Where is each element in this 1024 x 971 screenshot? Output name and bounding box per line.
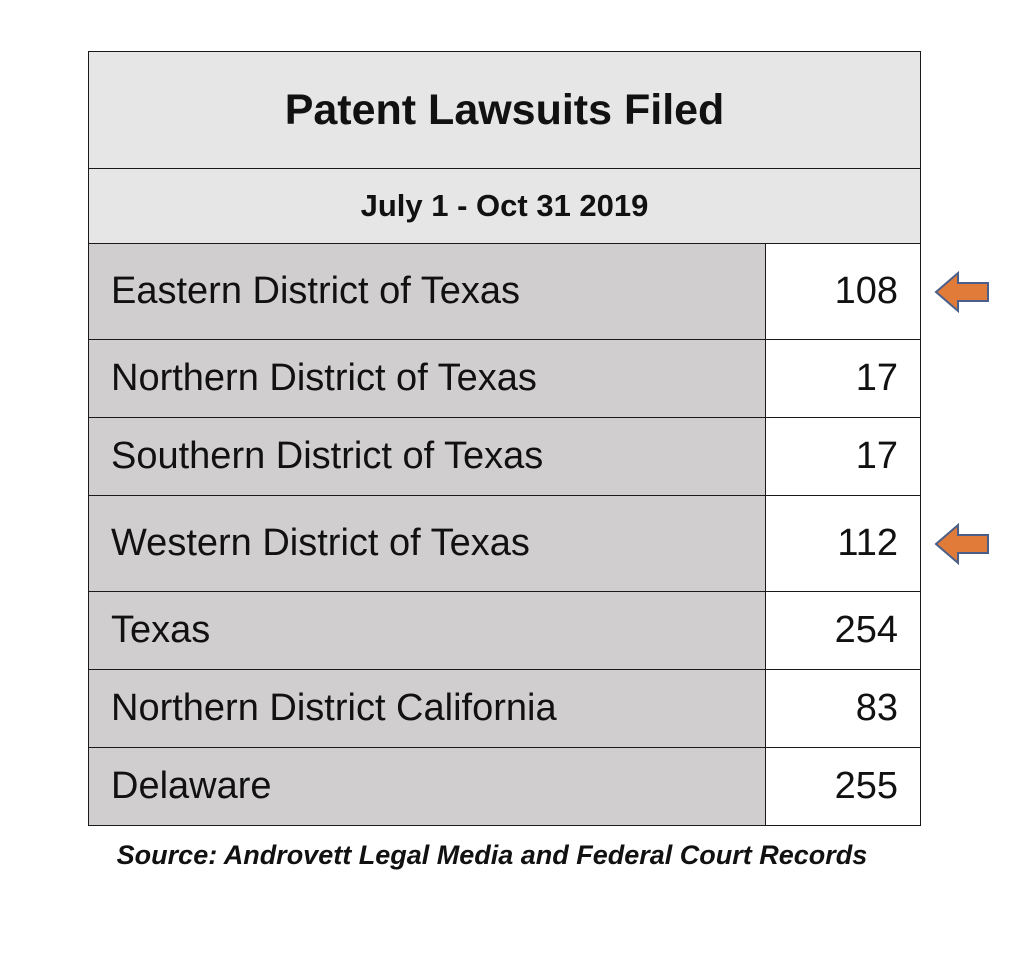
arrow-shape — [934, 270, 989, 313]
table-subtitle: July 1 - Oct 31 2019 — [87, 168, 922, 244]
left-arrow-icon — [934, 270, 989, 313]
row-label: Eastern District of Texas — [88, 243, 766, 340]
row-label: Texas — [88, 591, 766, 670]
table-row: Northern District of Texas 17 — [88, 339, 922, 418]
row-value: 255 — [764, 747, 922, 826]
row-value: 254 — [764, 591, 922, 670]
source-caption: Source: Androvett Legal Media and Federa… — [116, 840, 868, 870]
row-label: Southern District of Texas — [88, 417, 766, 496]
row-value: 108 — [764, 243, 922, 340]
subtitle-row: July 1 - Oct 31 2019 — [87, 168, 922, 244]
left-arrow-icon — [934, 522, 989, 565]
row-label: Western District of Texas — [88, 495, 766, 592]
row-value: 17 — [764, 339, 922, 418]
title-row: Patent Lawsuits Filed — [87, 51, 922, 169]
row-label: Northern District California — [88, 669, 766, 748]
table-row: Southern District of Texas 17 — [88, 417, 922, 496]
row-value: 112 — [764, 495, 922, 592]
row-value: 83 — [764, 669, 922, 748]
row-label: Northern District of Texas — [88, 339, 766, 418]
lawsuits-table: Patent Lawsuits Filed July 1 - Oct 31 20… — [87, 51, 922, 826]
row-value: 17 — [764, 417, 922, 496]
table-row: Western District of Texas 112 — [88, 495, 922, 592]
table-title: Patent Lawsuits Filed — [87, 51, 922, 169]
arrow-shape — [934, 522, 989, 565]
table-row: Texas 254 — [88, 591, 922, 670]
table-row: Delaware 255 — [88, 747, 922, 826]
table-row: Eastern District of Texas 108 — [88, 243, 922, 340]
row-label: Delaware — [88, 747, 766, 826]
table-row: Northern District California 83 — [88, 669, 922, 748]
lawsuits-table-container: Patent Lawsuits Filed July 1 - Oct 31 20… — [87, 51, 922, 826]
